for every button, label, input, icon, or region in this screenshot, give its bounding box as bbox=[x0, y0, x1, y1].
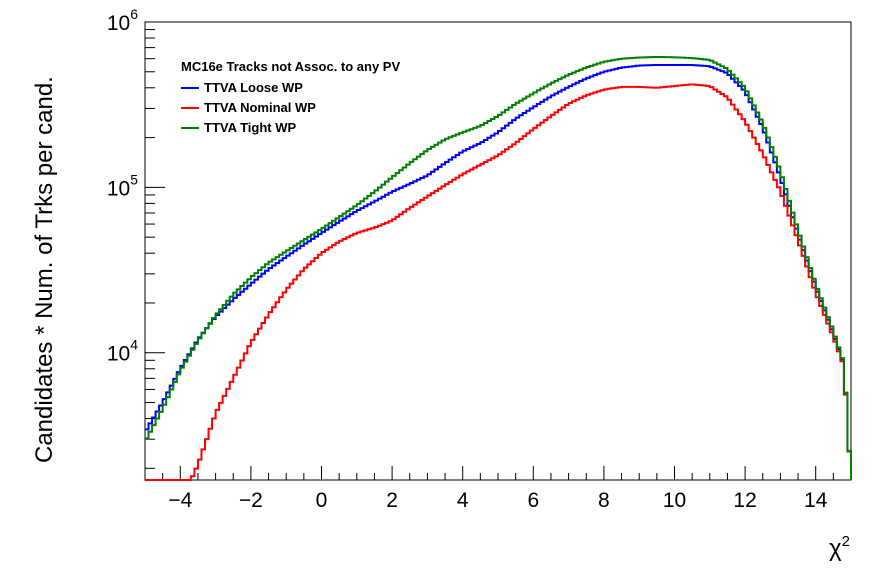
y-axis-title: Candidates * Num. of Trks per cand. bbox=[31, 76, 58, 463]
legend-label: TTVA Loose WP bbox=[204, 80, 303, 95]
x-tick-label: 10 bbox=[663, 489, 686, 512]
x-tick-label: −2 bbox=[239, 489, 263, 512]
legend: MC16e Tracks not Assoc. to any PV TTVA L… bbox=[181, 59, 400, 135]
y-tick-label: 104 bbox=[107, 337, 138, 366]
y-tick-label: 106 bbox=[107, 6, 138, 35]
x-tick-label: 14 bbox=[804, 489, 828, 512]
x-tick-label: 8 bbox=[598, 489, 610, 512]
x-axis-ticks: −4 −2 0 2 4 6 8 10 12 14 bbox=[144, 466, 852, 512]
legend-label: TTVA Tight WP bbox=[204, 120, 297, 135]
x-tick-label: 6 bbox=[527, 489, 539, 512]
x-tick-label: 4 bbox=[457, 489, 469, 512]
series-line-3 bbox=[145, 55, 852, 480]
series-line-2 bbox=[145, 83, 852, 481]
x-tick-label: 2 bbox=[386, 489, 398, 512]
series-group bbox=[145, 55, 852, 481]
x-tick-label: 12 bbox=[733, 489, 756, 512]
legend-title: MC16e Tracks not Assoc. to any PV bbox=[181, 59, 400, 74]
x-axis-title: χ2 bbox=[829, 533, 850, 562]
legend-entries: TTVA Loose WP TTVA Nominal WP TTVA Tight W… bbox=[181, 80, 316, 135]
y-axis-ticks: 104 105 106 bbox=[107, 6, 165, 469]
y-tick-label: 105 bbox=[107, 171, 138, 200]
x-tick-label: −4 bbox=[168, 489, 192, 512]
x-tick-label: 0 bbox=[316, 489, 328, 512]
legend-label: TTVA Nominal WP bbox=[204, 100, 316, 115]
